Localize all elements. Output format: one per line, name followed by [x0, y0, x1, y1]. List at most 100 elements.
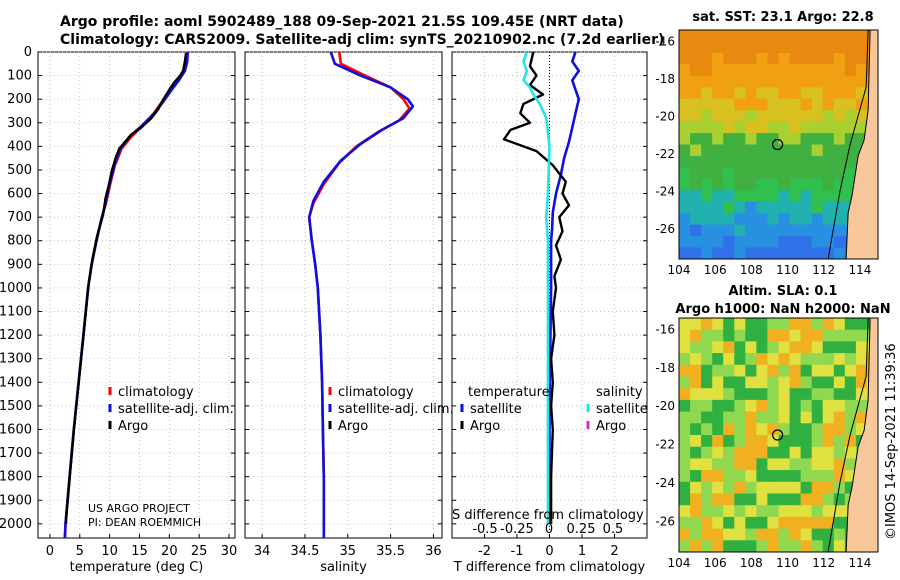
- sla-map-cell: [712, 493, 724, 506]
- sla-map-cell: [679, 470, 691, 483]
- sst-map-cell: [756, 98, 768, 111]
- sla-map-cell: [701, 435, 713, 448]
- sst-map-cell: [745, 178, 757, 191]
- sla-map-cell: [701, 399, 713, 413]
- sst-map-cell: [723, 30, 735, 42]
- sst-map-cell: [723, 167, 735, 180]
- sla-map-cell: [712, 435, 724, 448]
- sst-map-cell: [679, 247, 691, 260]
- sst-map-cell: [822, 213, 835, 226]
- sla-map-cell: [844, 329, 857, 342]
- sst-map-cell: [844, 110, 857, 122]
- sla-map-title-line2: Argo h1000: NaN h2000: NaN: [675, 302, 891, 317]
- sla-map-cell: [767, 411, 779, 424]
- sla-map-cell: [800, 446, 813, 459]
- sst-map-cell: [723, 201, 735, 214]
- sst-map-cell: [822, 110, 835, 122]
- sla-map-cell: [800, 318, 813, 331]
- sst-map-cell: [734, 133, 746, 145]
- sst-map-cell: [833, 178, 846, 191]
- sla-map-cell: [723, 458, 735, 471]
- sla-map-cell: [789, 481, 802, 494]
- sla-map-cell: [844, 318, 857, 331]
- sla-map-cell: [701, 411, 713, 424]
- sst-map-cell: [690, 41, 702, 54]
- sla-map-cell: [767, 341, 779, 354]
- sst-map-cell: [701, 213, 713, 226]
- sst-map-cell: [778, 75, 791, 88]
- sst-map-cell: [778, 224, 791, 237]
- sla-map-cell: [734, 399, 746, 413]
- sst-map-cell: [734, 110, 746, 122]
- sst-map-cell: [701, 133, 713, 145]
- difference-xlabel: T difference from climatology: [453, 560, 646, 575]
- sst-map-cell: [756, 190, 768, 203]
- sla-map-cell: [800, 329, 813, 342]
- sla-map-cell: [690, 388, 702, 401]
- sst-map-cell: [734, 236, 746, 248]
- sst-map-cell: [800, 41, 813, 54]
- sst-map-cell: [800, 98, 813, 111]
- sst-map-cell: [800, 30, 813, 42]
- sla-map-cell: [745, 481, 757, 494]
- sst-map-cell: [745, 30, 757, 42]
- sla-map-cell: [767, 376, 779, 389]
- sst-map-cell: [723, 87, 735, 100]
- sst-map-cell: [778, 110, 791, 122]
- sst-map-cell: [778, 213, 791, 226]
- sst-map-cell: [734, 167, 746, 180]
- sst-map-cell: [756, 110, 768, 122]
- sla-map-cell: [745, 493, 757, 506]
- sst-map-cell: [712, 87, 724, 100]
- sst-map-cell: [734, 52, 746, 65]
- sst-map-cell: [712, 30, 724, 42]
- sla-map-cell: [712, 399, 724, 413]
- sla-map-cell: [855, 341, 868, 354]
- sst-map-cell: [844, 144, 857, 157]
- sla-map-cell: [756, 528, 768, 541]
- sla-map-cell: [778, 470, 791, 483]
- sla-map-cell: [800, 376, 813, 389]
- sla-map-cell: [756, 481, 768, 494]
- sst-map-cell: [745, 247, 757, 260]
- sst-map-cell: [844, 41, 857, 54]
- sla-map-xtick: 110: [776, 556, 799, 570]
- depth-tick-label: 1300: [0, 352, 32, 367]
- sla-map-cell: [734, 493, 746, 506]
- imos-watermark: ©IMOS 14-Sep-2021 11:39:36: [884, 343, 899, 540]
- sla-map-cell: [756, 388, 768, 401]
- sal-legend-label: Argo: [338, 419, 368, 434]
- sla-map-cell: [712, 528, 724, 541]
- sst-map-cell: [811, 87, 824, 100]
- sla-map-xtick: 106: [704, 556, 727, 570]
- sla-map-cell: [679, 435, 691, 448]
- sst-map-cell: [822, 30, 835, 42]
- sst-map-cell: [679, 121, 691, 134]
- sla-map-cell: [855, 318, 868, 331]
- sla-map-cell: [734, 435, 746, 448]
- sst-map-cell: [679, 224, 691, 237]
- sla-map-cell: [690, 458, 702, 471]
- sla-map-cell: [789, 318, 802, 331]
- sla-map-cell: [756, 446, 768, 459]
- sst-map-cell: [800, 87, 813, 100]
- sst-map-cell: [756, 178, 768, 191]
- sst-map-cell: [800, 133, 813, 145]
- sla-map-cell: [734, 423, 746, 436]
- diff-s-tick: 0: [545, 522, 553, 537]
- temperature-xtick-label: 10: [101, 544, 118, 559]
- sla-map-cell: [756, 364, 768, 377]
- salinity-xtick-label: 35: [340, 544, 357, 559]
- sla-map-cell: [679, 446, 691, 459]
- sla-map-cell: [701, 376, 713, 389]
- sla-map-cell: [822, 540, 835, 553]
- credit-line2: PI: DEAN ROEMMICH: [88, 516, 201, 529]
- sla-map-cell: [690, 376, 702, 389]
- sla-map-cell: [690, 399, 702, 413]
- sla-map-cell: [756, 516, 768, 530]
- sla-map-cell: [712, 364, 724, 377]
- sst-map-cell: [789, 121, 802, 134]
- sla-map-cell: [811, 399, 824, 413]
- sst-map-cell: [734, 87, 746, 100]
